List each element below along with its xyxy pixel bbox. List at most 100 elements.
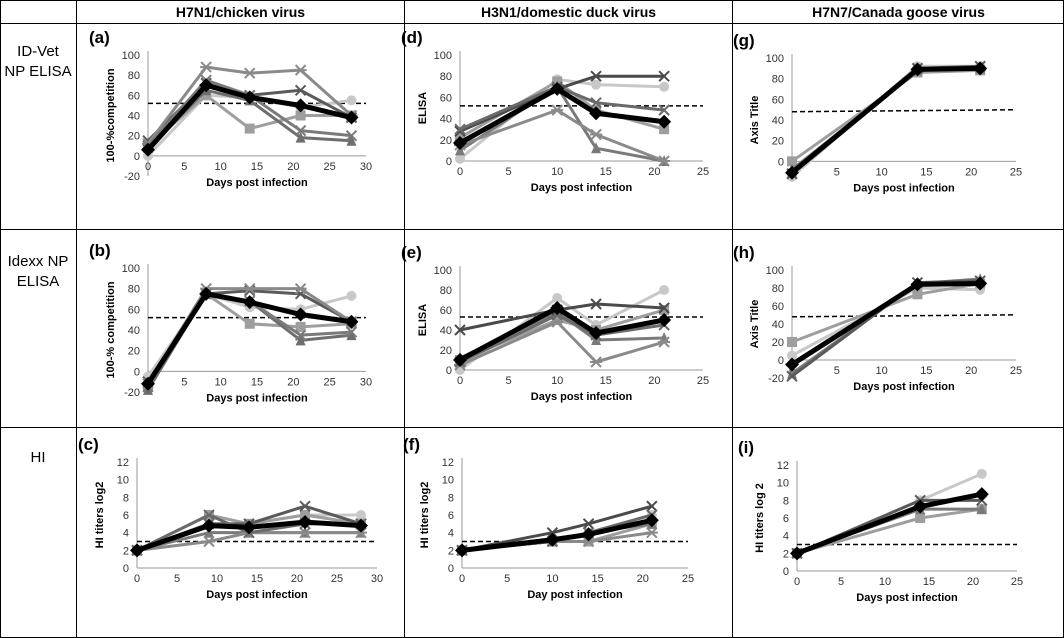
data-point (590, 356, 603, 368)
data-point (244, 318, 255, 329)
chart-panel: (c) 0 2 4 6 8 10 12 0 5 10 15 20 25 30 Days post infect… (78, 435, 383, 601)
data-point (658, 336, 671, 348)
x-axis-title: Days post infection (531, 391, 633, 403)
x-tick-label: 15 (251, 161, 263, 173)
y-tick-label: 80 (440, 71, 452, 83)
data-point (295, 321, 306, 332)
data-point (346, 329, 357, 341)
data-point (659, 305, 670, 315)
x-tick-label: 0 (134, 573, 140, 585)
x-axis-title: Days post infection (853, 381, 955, 393)
x-tick-label: 15 (920, 166, 932, 178)
data-point (356, 510, 366, 520)
y-tick-label: 40 (772, 319, 784, 331)
row-label-idexx: Idexx NP ELISA (7, 253, 69, 290)
data-point (295, 334, 306, 346)
series-line (791, 279, 981, 378)
data-point (201, 90, 212, 101)
x-tick-label: 5 (506, 375, 512, 387)
data-point (454, 123, 466, 135)
y-tick-label: 20 (772, 136, 784, 148)
series-line (791, 64, 981, 178)
data-point (294, 329, 307, 341)
data-point (582, 535, 595, 548)
data-point (299, 526, 311, 539)
data-point (299, 500, 311, 512)
y-tick-label: 80 (772, 283, 784, 295)
y-tick-label: 6 (123, 510, 129, 522)
y-tick-label: 10 (777, 478, 789, 490)
column-header-h7n7: H7N7/Canada goose virus (812, 4, 985, 20)
data-point (645, 526, 658, 539)
data-point (346, 95, 357, 106)
data-point (787, 337, 797, 347)
data-point (786, 370, 798, 382)
data-point (590, 70, 602, 82)
y-tick-label: 20 (772, 337, 784, 349)
y-axis-title: 100-% competition (105, 281, 117, 378)
y-axis-title: HI titers log2 (419, 482, 431, 549)
mean-data-point (790, 546, 804, 561)
x-tick-label: 10 (551, 166, 563, 178)
x-tick-label: 25 (697, 166, 709, 178)
x-tick-label: 20 (637, 573, 649, 585)
data-point (203, 509, 215, 521)
y-axis-title: HI titers log 2 (754, 483, 766, 553)
data-point (243, 282, 256, 295)
data-point (915, 513, 926, 523)
y-tick-label: 0 (134, 366, 140, 378)
data-point (355, 526, 367, 539)
x-tick-label: 20 (291, 573, 303, 585)
data-point (455, 153, 465, 164)
mean-data-point (242, 90, 257, 105)
mean-data-point (910, 277, 925, 292)
x-tick-label: 0 (794, 576, 800, 588)
x-axis-title: Days post infection (206, 589, 308, 601)
y-axis-title: HI titers log2 (94, 482, 106, 549)
x-tick-label: 10 (546, 573, 558, 585)
column-header-h7n1: H7N1/chicken virus (175, 4, 306, 20)
x-axis-title: Days post infection (206, 392, 308, 404)
y-axis-title: ELISA (417, 92, 429, 124)
mean-data-point (298, 515, 312, 530)
x-tick-label: 20 (648, 375, 660, 387)
x-tick-label: 10 (215, 161, 227, 173)
data-point (659, 285, 670, 295)
chart-panel: (f) 0 2 4 6 8 10 12 0 5 10 15 20 25 Day post infection… (403, 435, 694, 601)
x-axis-title: Days post infection (531, 182, 633, 194)
x-tick-label: 15 (600, 375, 612, 387)
x-tick-label: 0 (457, 166, 463, 178)
data-point (346, 290, 357, 301)
mean-data-point (141, 376, 155, 391)
y-axis-title: Axis Title (749, 300, 761, 349)
y-axis-title: 100-%competition (105, 68, 117, 162)
y-tick-label: 60 (128, 90, 140, 102)
x-tick-label: 25 (324, 161, 336, 173)
y-tick-label: 100 (122, 263, 140, 275)
cutoff-threshold-line (791, 314, 1017, 318)
y-tick-label: 4 (783, 531, 789, 543)
series-line (791, 282, 981, 344)
y-tick-label: 60 (772, 301, 784, 313)
y-tick-label: 60 (440, 305, 452, 317)
y-tick-label: -20 (768, 373, 784, 385)
y-tick-label: 12 (442, 457, 454, 469)
y-tick-label: 20 (440, 345, 452, 357)
data-point (295, 110, 306, 121)
chart-panel: (a) -20 0 20 40 60 80 100 0 5 10 15 20 25 30 Days post … (89, 28, 372, 189)
mean-data-point (589, 326, 604, 340)
x-tick-label: 25 (1010, 365, 1022, 377)
y-tick-label: 10 (117, 475, 129, 487)
mean-data-point (202, 518, 216, 533)
chart-panel: (i) 0 2 4 6 8 10 12 0 5 10 15 20 25 Days post infectio… (738, 438, 1023, 604)
y-tick-label: 0 (778, 355, 784, 367)
x-tick-label: 5 (504, 573, 510, 585)
y-tick-label: 0 (783, 566, 789, 578)
x-tick-label: 30 (360, 161, 372, 173)
x-tick-label: 30 (360, 376, 372, 388)
mean-data-point (344, 110, 359, 125)
row-label-idvet: ID-Vet NP ELISA (4, 43, 72, 80)
series-line (791, 66, 981, 171)
x-axis-title: Days post infection (853, 182, 955, 194)
